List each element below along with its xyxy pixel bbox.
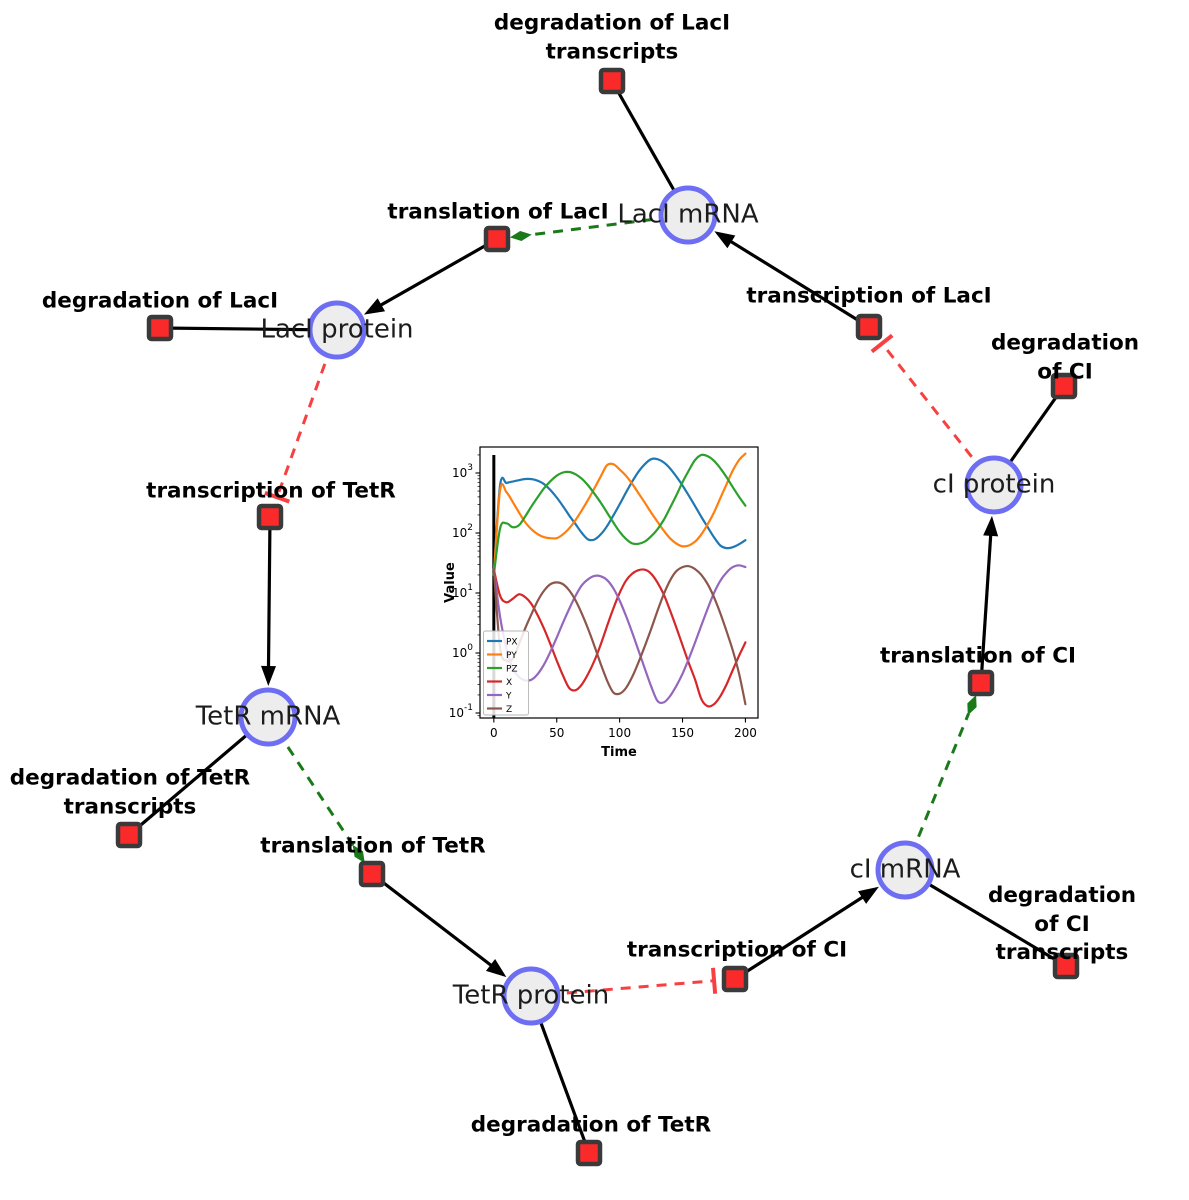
reaction-node-translation-laci	[483, 225, 511, 253]
x-tick-label: 0	[490, 726, 498, 740]
edge-laci-protein-to-degradation-laci	[159, 326, 338, 332]
legend-label-PX: PX	[506, 638, 518, 648]
edge-tetr-protein-to-transcription-ci	[530, 967, 718, 998]
x-tick-label: 200	[734, 726, 757, 740]
x-tick-label: 150	[671, 726, 694, 740]
edge-translation-laci-to-laci-protein	[363, 237, 498, 315]
reaction-node-translation-tetr	[358, 860, 386, 888]
species-node-laci-mrna	[658, 185, 718, 245]
edge-transcription-laci-to-laci-mrna	[714, 231, 870, 329]
edge-translation-tetr-to-tetr-protein	[371, 872, 507, 978]
series-PZ	[492, 453, 747, 576]
species-node-ci-protein	[964, 455, 1024, 515]
edge-translation-ci-to-ci-protein	[979, 515, 999, 684]
series-PY	[492, 452, 747, 576]
legend-label-Y: Y	[505, 692, 512, 702]
legend: PX PY PZ XYZ	[483, 630, 529, 716]
reaction-node-transcription-ci	[721, 965, 749, 993]
reaction-node-translation-ci	[967, 669, 995, 697]
edge-ci-protein-to-transcription-laci	[870, 333, 996, 486]
y-tick-label: 101	[452, 583, 473, 600]
edge-transcription-ci-to-ci-mrna	[734, 886, 879, 981]
reaction-node-degradation-ci	[1050, 372, 1078, 400]
reaction-node-degradation-laci-transcripts	[598, 67, 626, 95]
y-tick-label: 100	[452, 643, 473, 660]
y-tick-label: 10-1	[449, 703, 473, 720]
edge-ci-mrna-to-translation-ci	[903, 695, 977, 871]
reaction-node-degradation-laci	[146, 314, 174, 342]
y-tick-label: 102	[452, 523, 473, 540]
y-axis-label: Value	[443, 562, 458, 603]
x-axis-label: Time	[601, 745, 637, 760]
series-Z	[492, 564, 747, 706]
edge-ci-mrna-to-degradation-ci-transcripts	[904, 868, 1067, 968]
edge-tetr-mrna-to-degradation-tetr-transcripts	[127, 715, 270, 837]
legend-label-PY: PY	[506, 651, 517, 661]
edge-laci-protein-to-transcription-tetr	[264, 329, 339, 504]
reaction-node-transcription-tetr	[256, 503, 284, 531]
y-tick-label: 103	[452, 463, 473, 480]
reaction-node-transcription-laci	[855, 313, 883, 341]
legend-label-X: X	[506, 678, 512, 688]
series-Y	[492, 564, 747, 705]
x-tick-label: 100	[608, 726, 631, 740]
legend-label-PZ: PZ	[506, 665, 518, 675]
series-X	[492, 568, 747, 708]
species-node-tetr-protein	[501, 966, 561, 1026]
edge-transcription-tetr-to-tetr-mrna	[261, 516, 277, 687]
series-PX	[492, 457, 747, 576]
reaction-node-degradation-tetr-transcripts	[115, 821, 143, 849]
reaction-node-degradation-ci-transcripts	[1052, 952, 1080, 980]
species-node-tetr-mrna	[238, 687, 298, 747]
legend-label-Z: Z	[506, 705, 512, 715]
species-node-laci-protein	[307, 300, 367, 360]
species-node-ci-mrna	[875, 840, 935, 900]
x-tick-label: 50	[549, 726, 564, 740]
reaction-node-degradation-tetr	[575, 1139, 603, 1167]
